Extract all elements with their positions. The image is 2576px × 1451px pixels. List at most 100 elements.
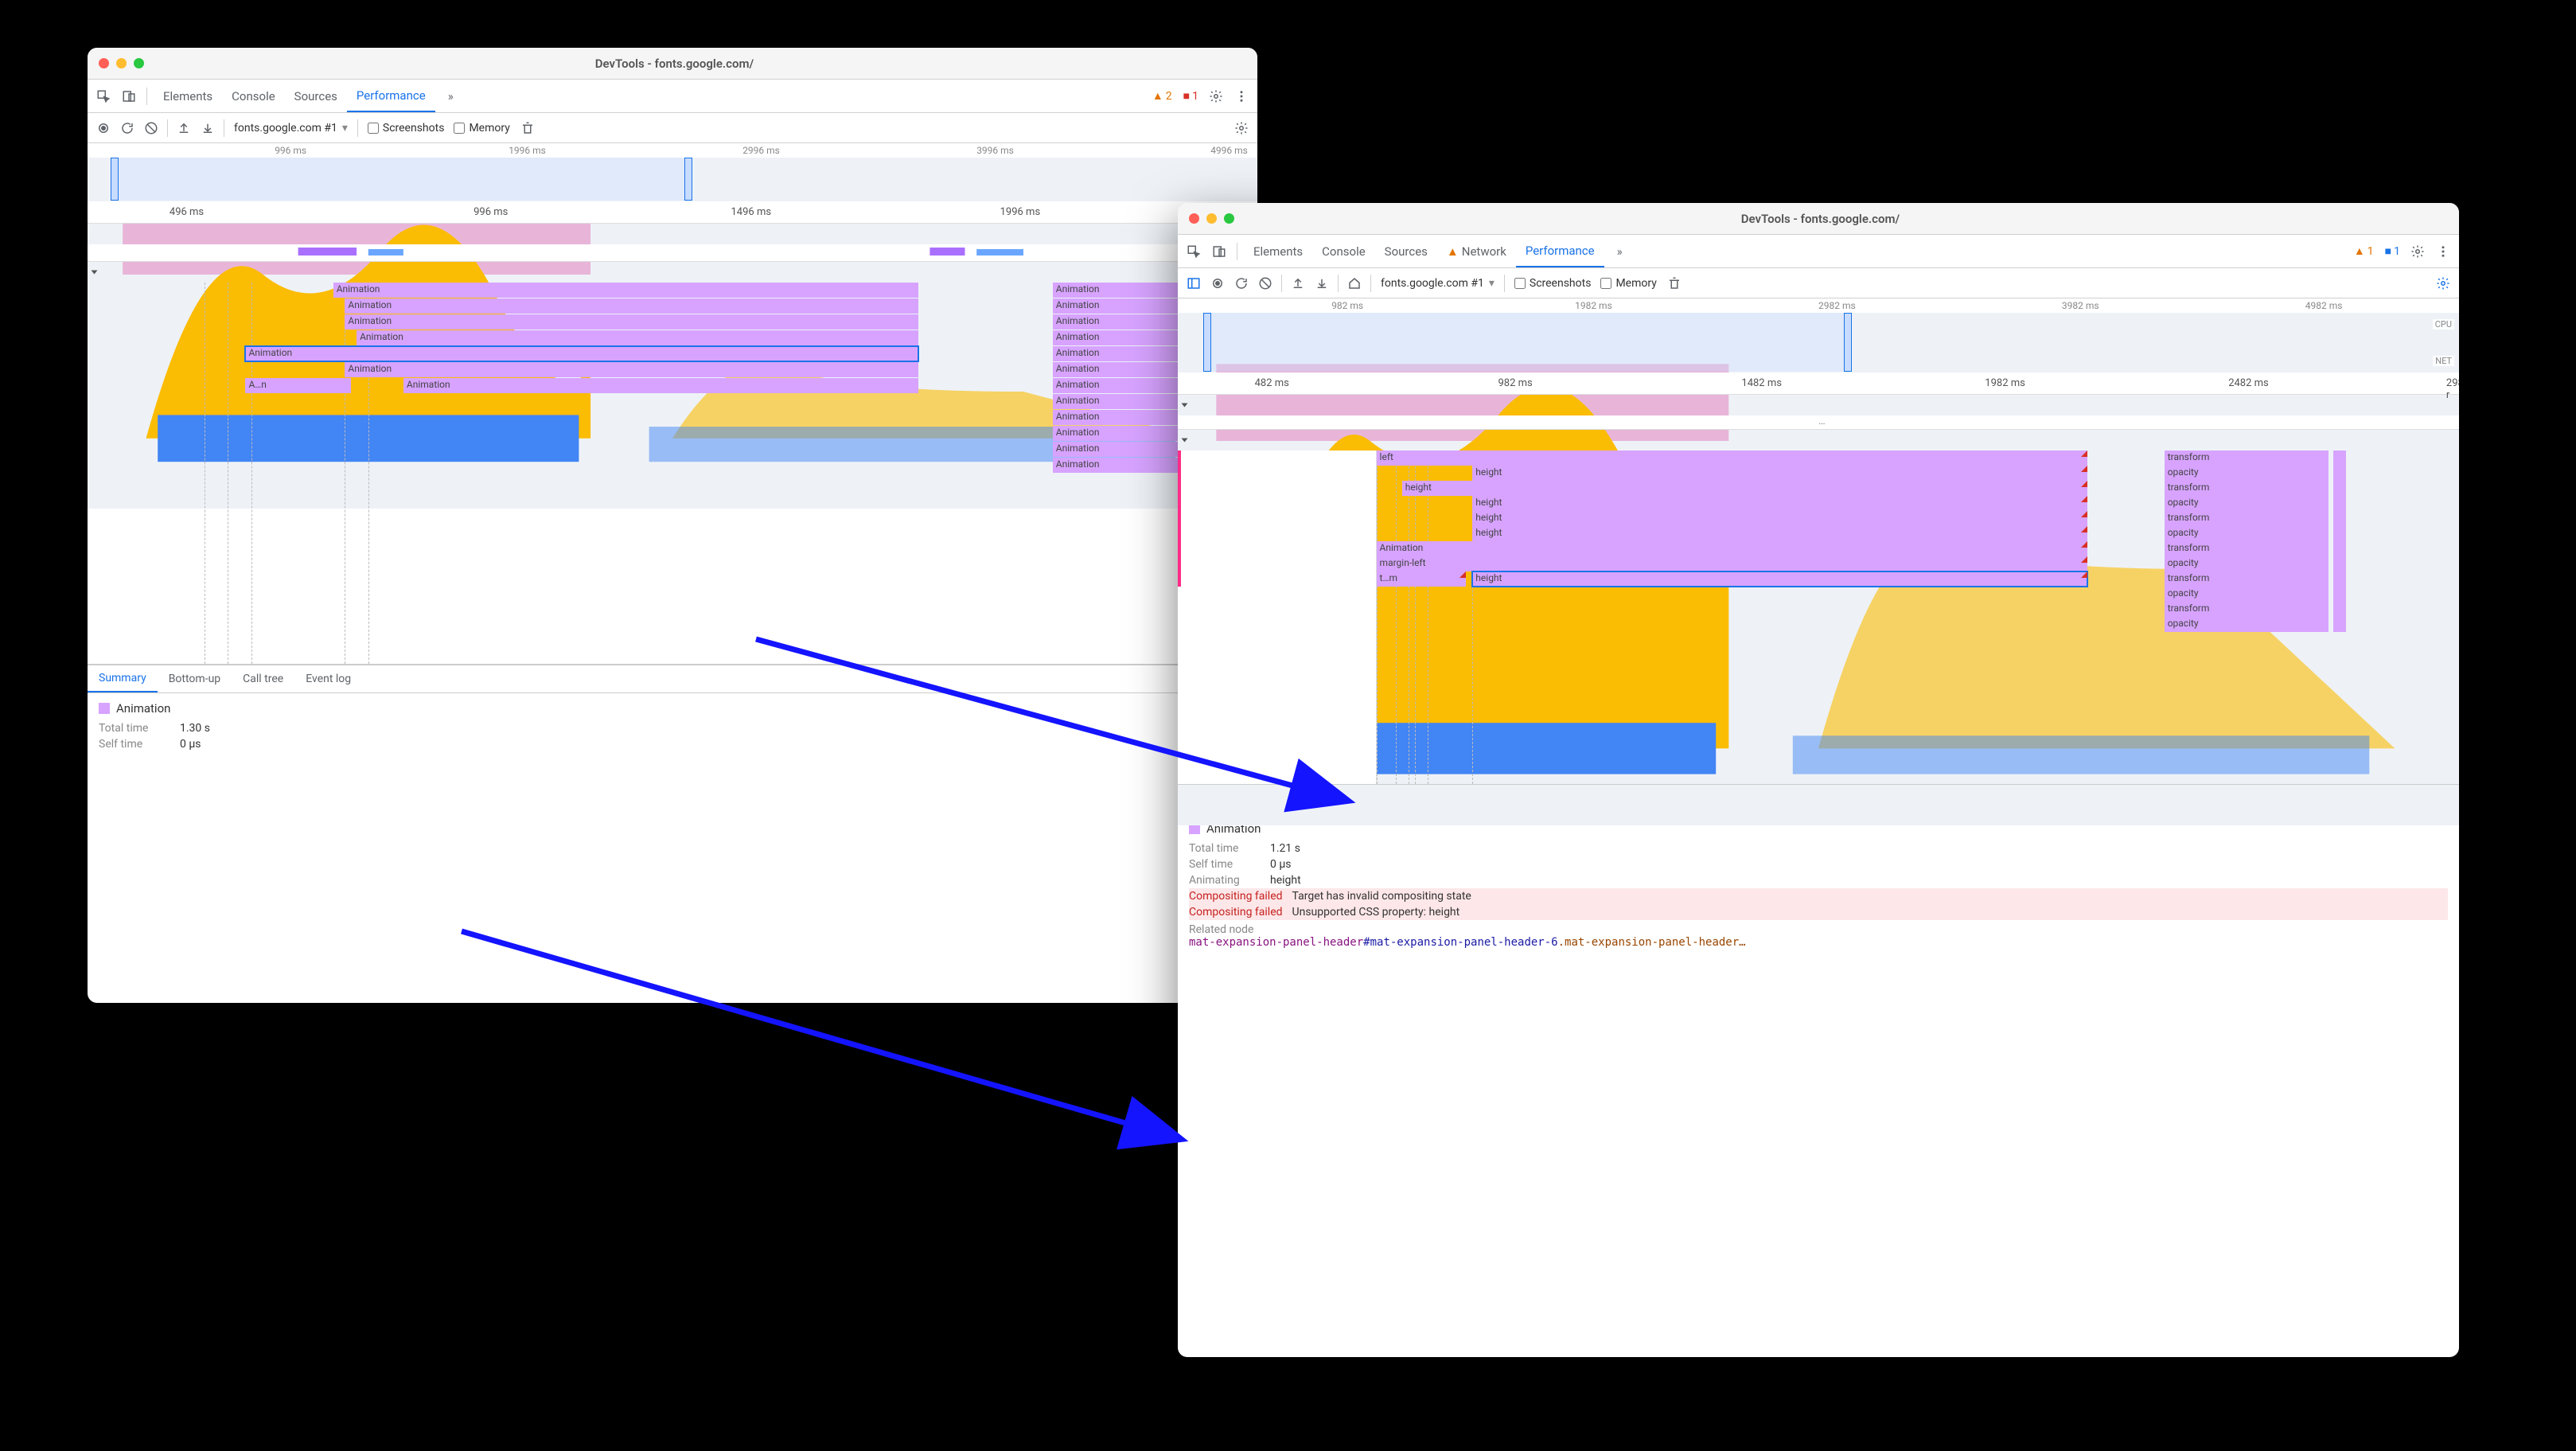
animation-bar[interactable]: height — [1402, 481, 2087, 496]
settings-icon[interactable] — [1230, 117, 1253, 139]
minimize-icon[interactable] — [1206, 213, 1217, 224]
settings-icon[interactable] — [2432, 272, 2454, 294]
animation-bar[interactable]: opacity — [2165, 526, 2329, 541]
animation-bar[interactable]: left — [1377, 451, 2088, 466]
animation-bar[interactable]: Animation — [245, 346, 918, 361]
close-icon[interactable] — [1189, 213, 1199, 224]
more-icon[interactable] — [1230, 85, 1253, 107]
animation-bar[interactable]: Animation — [345, 362, 918, 377]
device-icon[interactable] — [118, 85, 140, 107]
upload-icon[interactable] — [173, 117, 195, 139]
record-icon[interactable] — [92, 117, 115, 139]
animation-bar[interactable]: height — [1472, 571, 2087, 587]
overview-chart[interactable]: 996 ms1996 ms2996 ms3996 ms4996 ms — [88, 143, 1257, 201]
detail-tabbar: SummaryBottom-upCall treeEvent log — [88, 665, 1257, 693]
checkbox-screenshots[interactable]: Screenshots — [1510, 277, 1596, 290]
overview-chart[interactable]: 982 ms1982 ms2982 ms3982 ms4982 ms CPU N… — [1178, 298, 2459, 373]
recording-select[interactable]: fonts.google.com #1▾ — [1376, 273, 1499, 294]
download-icon[interactable] — [197, 117, 219, 139]
tabs-overflow[interactable]: » — [1608, 235, 1632, 267]
animations-track-body[interactable]: leftheightheightheightheightheightAnimat… — [1178, 451, 2459, 785]
animation-bar[interactable]: Animation — [357, 330, 918, 345]
badge-warn[interactable]: ▲1 — [2351, 244, 2377, 258]
animation-bar[interactable]: Animation — [345, 298, 918, 314]
tab-console[interactable]: Console — [222, 80, 285, 112]
gear-icon[interactable] — [1205, 85, 1227, 107]
detail-tab-summary[interactable]: Summary — [88, 665, 158, 692]
checkbox-screenshots[interactable]: Screenshots — [363, 122, 450, 135]
cpu-label: CPU — [2433, 319, 2454, 330]
detail-tab-event-log[interactable]: Event log — [294, 665, 362, 692]
gear-icon[interactable] — [2406, 240, 2429, 263]
animation-bar[interactable]: transform — [2165, 511, 2329, 526]
animation-bar[interactable]: transform — [2165, 541, 2329, 556]
clear-icon[interactable] — [140, 117, 162, 139]
clear-icon[interactable] — [1254, 272, 1276, 294]
zoom-icon[interactable] — [1224, 213, 1234, 224]
animation-bar[interactable]: transform — [2165, 451, 2329, 466]
checkbox-memory[interactable]: Memory — [449, 122, 514, 135]
animation-bar[interactable]: opacity — [2165, 556, 2329, 571]
reload-icon[interactable] — [1230, 272, 1253, 294]
tab-performance[interactable]: Performance — [1516, 235, 1604, 267]
recording-select[interactable]: fonts.google.com #1▾ — [229, 118, 353, 138]
side-panel-icon[interactable] — [1183, 272, 1205, 294]
timeline-ruler[interactable]: 482 ms982 ms1482 ms1982 ms2482 ms2982 r — [1178, 373, 2459, 395]
close-icon[interactable] — [99, 58, 109, 68]
reload-icon[interactable] — [116, 117, 138, 139]
tab-performance[interactable]: Performance — [347, 80, 435, 112]
animation-bar[interactable]: margin-left — [1377, 556, 2088, 571]
tab-sources[interactable]: Sources — [285, 80, 347, 112]
home-icon[interactable] — [1343, 272, 1366, 294]
animation-bar[interactable]: height — [1472, 496, 2087, 511]
upload-icon[interactable] — [1287, 272, 1309, 294]
animation-bar[interactable]: Animation — [403, 378, 918, 393]
animation-bar[interactable]: A…n — [245, 378, 350, 393]
tab-elements[interactable]: Elements — [1244, 235, 1312, 267]
device-icon[interactable] — [1208, 240, 1230, 263]
issues-badges[interactable]: ▲1 ■1 — [2351, 244, 2403, 258]
animation-bar[interactable]: Animation — [345, 314, 918, 330]
overview-handle-right[interactable] — [684, 158, 692, 201]
issues-badges[interactable]: ▲2 ■1 — [1149, 89, 1202, 103]
animation-bar[interactable]: Animation — [1377, 541, 2088, 556]
animation-bar[interactable]: opacity — [2165, 466, 2329, 481]
animation-bar[interactable]: transform — [2165, 571, 2329, 587]
animation-bar[interactable]: transform — [2165, 481, 2329, 496]
badge-warn[interactable]: ▲2 — [1149, 89, 1175, 103]
badge-info[interactable]: ■1 — [2382, 244, 2403, 258]
inspect-icon[interactable] — [1183, 240, 1205, 263]
minimize-icon[interactable] — [116, 58, 127, 68]
tab-sources[interactable]: Sources — [1375, 235, 1437, 267]
animation-bar[interactable]: height — [1472, 526, 2087, 541]
zoom-icon[interactable] — [134, 58, 144, 68]
badge-err[interactable]: ■1 — [1180, 89, 1202, 103]
tab-console[interactable]: Console — [1312, 235, 1375, 267]
tabs-overflow[interactable]: » — [438, 80, 463, 112]
animation-bar[interactable]: transform — [2165, 602, 2329, 617]
animation-bar[interactable]: opacity — [2165, 587, 2329, 602]
animation-bar[interactable]: height — [1472, 511, 2087, 526]
animation-bar[interactable]: opacity — [2165, 617, 2329, 632]
checkbox-memory[interactable]: Memory — [1596, 277, 1661, 290]
tab-network[interactable]: ▲Network — [1437, 235, 1516, 267]
more-icon[interactable] — [2432, 240, 2454, 263]
tab-elements[interactable]: Elements — [154, 80, 222, 112]
animations-track-body[interactable]: AnimationAnimationAnimationAnimationAnim… — [88, 283, 1257, 665]
related-node[interactable]: mat-expansion-panel-header#mat-expansion… — [1189, 936, 2448, 949]
timeline-ruler[interactable]: 496 ms996 ms1496 ms1996 ms249 — [88, 201, 1257, 224]
inspect-icon[interactable] — [92, 85, 115, 107]
overview-handle-right[interactable] — [1844, 313, 1852, 372]
download-icon[interactable] — [1311, 272, 1333, 294]
detail-tab-bottom-up[interactable]: Bottom-up — [158, 665, 232, 692]
gc-icon[interactable] — [516, 117, 539, 139]
animation-bar[interactable]: opacity — [2165, 496, 2329, 511]
overview-handle-left[interactable] — [111, 158, 119, 201]
animation-bar[interactable]: t…m — [1377, 571, 1467, 587]
gc-icon[interactable] — [1663, 272, 1686, 294]
record-icon[interactable] — [1206, 272, 1229, 294]
detail-tab-call-tree[interactable]: Call tree — [232, 665, 294, 692]
animation-bar[interactable]: Animation — [333, 283, 918, 298]
animation-bar[interactable]: height — [1472, 466, 2087, 481]
overview-handle-left[interactable] — [1203, 313, 1211, 372]
